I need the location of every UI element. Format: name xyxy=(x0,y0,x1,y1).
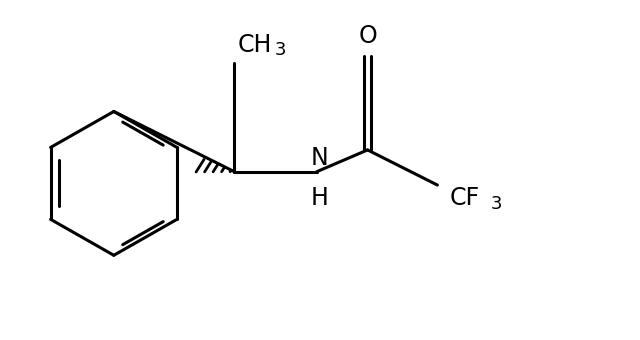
Text: 3: 3 xyxy=(491,195,502,213)
Text: N: N xyxy=(311,146,329,170)
Text: O: O xyxy=(358,24,377,48)
Text: CF: CF xyxy=(450,186,480,210)
Text: CH: CH xyxy=(237,33,272,56)
Text: H: H xyxy=(311,186,329,210)
Text: 3: 3 xyxy=(275,41,286,59)
